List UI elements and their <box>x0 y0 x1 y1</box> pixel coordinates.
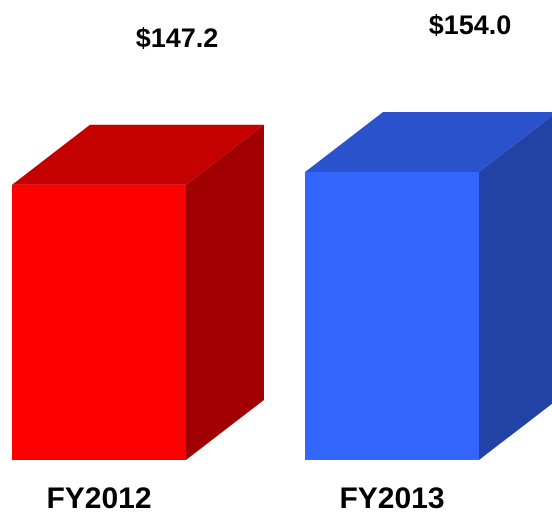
bar <box>305 112 552 460</box>
bar-top <box>305 112 552 172</box>
value-label: $154.0 <box>429 10 512 40</box>
bar-front <box>305 172 479 460</box>
value-label: $147.2 <box>136 23 219 53</box>
bar <box>12 124 264 460</box>
bar-top <box>12 124 264 185</box>
x-tick-label: FY2013 <box>339 482 444 515</box>
bar-front <box>12 184 186 460</box>
x-tick-label: FY2012 <box>46 482 151 515</box>
bar-side <box>479 115 552 460</box>
bar-side <box>186 124 264 460</box>
